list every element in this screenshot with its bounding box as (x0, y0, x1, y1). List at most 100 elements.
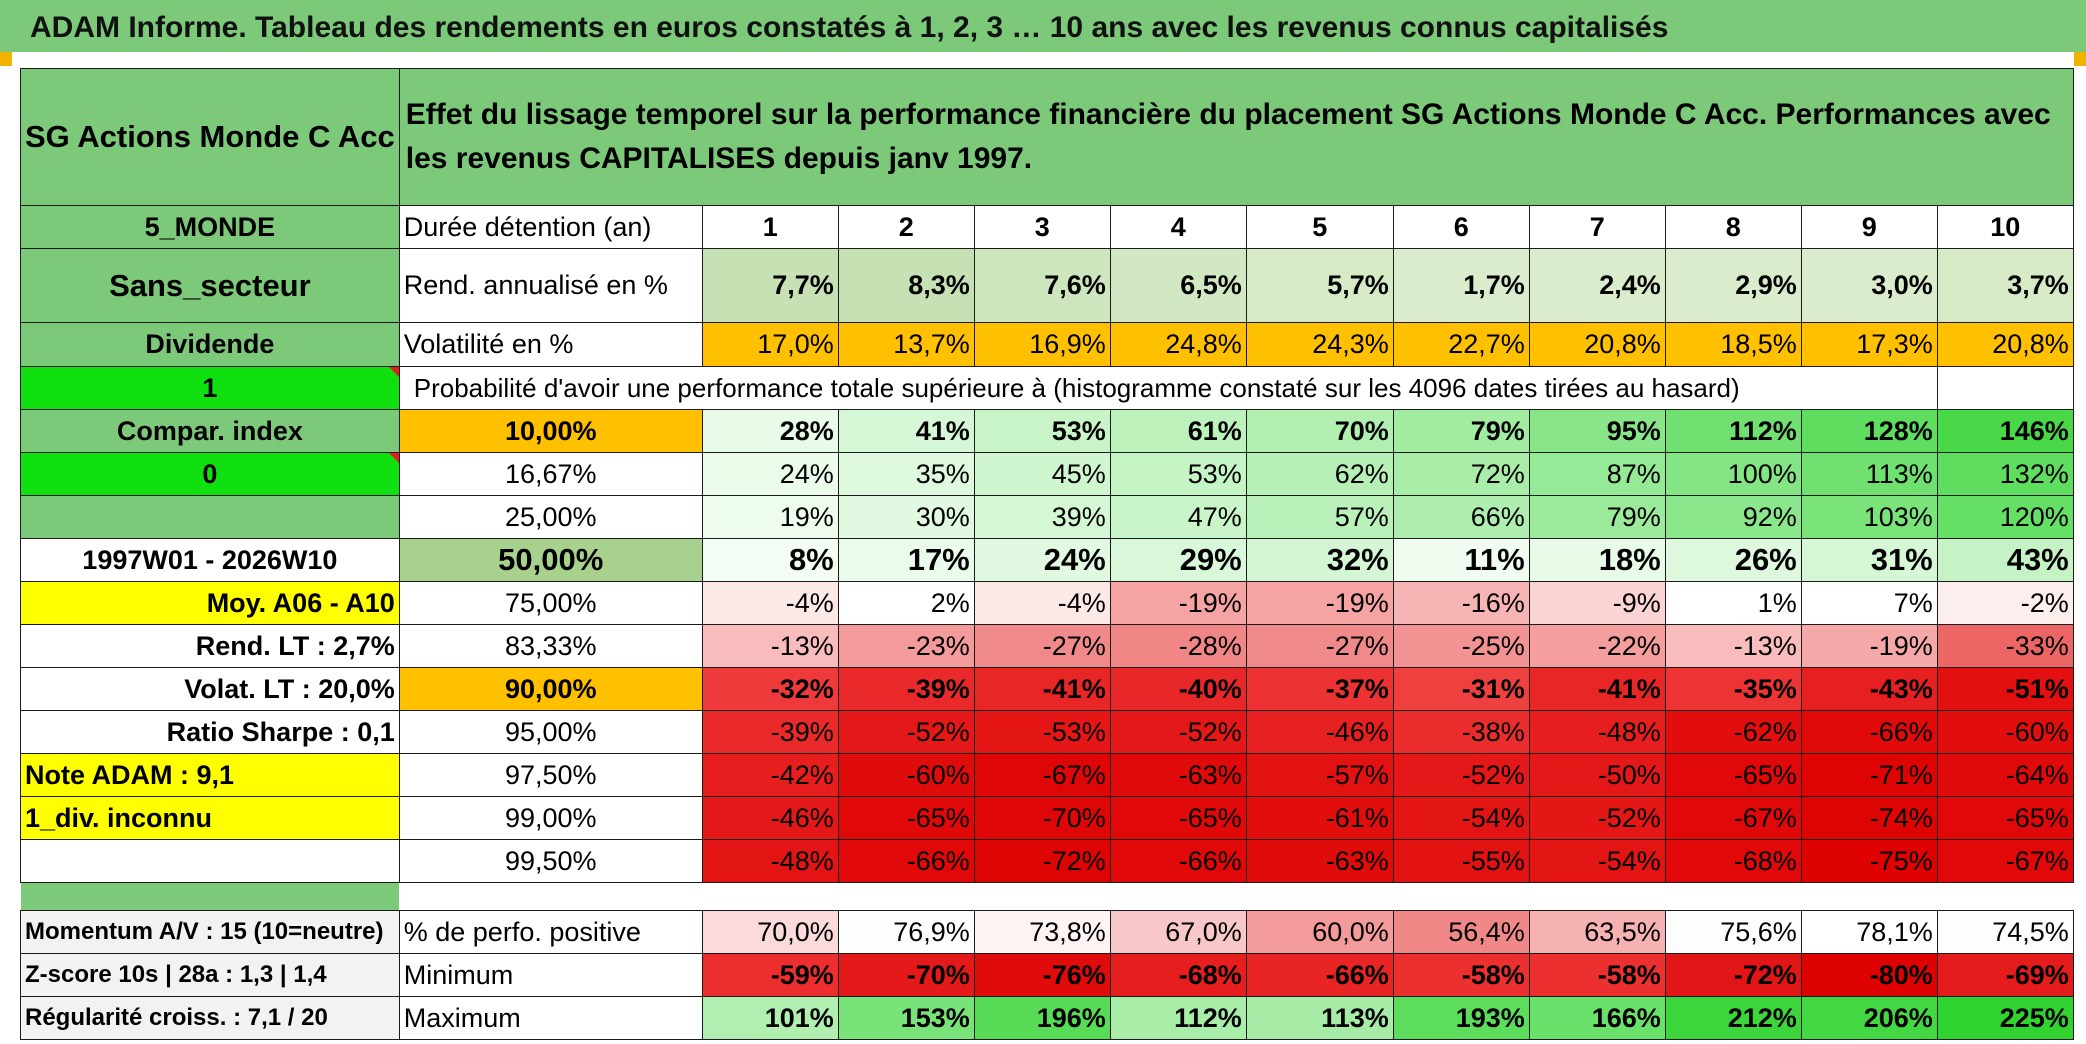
prob-value: -51% (1936, 667, 2074, 711)
threshold-label: 10,00% (398, 409, 703, 453)
sharpe-label: Ratio Sharpe : 0,1 (20, 710, 400, 754)
year-header: 3 (973, 205, 1111, 249)
empty-cell (1936, 366, 2074, 410)
prob-value: -41% (973, 667, 1111, 711)
rend-label: Rend. annualisé en % (398, 248, 703, 323)
prob-value: -52% (837, 710, 975, 754)
momentum-label: Momentum A/V : 15 (10=neutre) (20, 910, 400, 954)
rend-lt-label: Rend. LT : 2,7% (20, 624, 400, 668)
prob-value: -19% (1800, 624, 1938, 668)
prob-value: -27% (1245, 624, 1394, 668)
corner-marker-left (0, 52, 12, 66)
prob-value: -63% (1245, 839, 1394, 883)
report-title: ADAM Informe. Tableau des rendements en … (0, 0, 2086, 52)
prob-value: 7% (1800, 581, 1938, 625)
stat-value: 225% (1936, 996, 2074, 1040)
prob-value: -16% (1392, 581, 1530, 625)
year-header: 9 (1800, 205, 1938, 249)
minimum-label: Minimum (398, 953, 703, 997)
prob-value: -75% (1800, 839, 1938, 883)
rend-value: 3,0% (1800, 248, 1938, 323)
prob-value: -48% (701, 839, 839, 883)
prob-value: 35% (837, 452, 975, 496)
rend-value: 3,7% (1936, 248, 2074, 323)
prob-value: -48% (1528, 710, 1666, 754)
prob-value: 87% (1528, 452, 1666, 496)
prob-value: -37% (1245, 667, 1394, 711)
stat-value: 75,6% (1664, 910, 1802, 954)
stat-value: -76% (973, 953, 1111, 997)
note-adam-label: Note ADAM : 9,1 (20, 753, 400, 797)
prob-value: -33% (1936, 624, 2074, 668)
prob-value: -2% (1936, 581, 2074, 625)
threshold-label: 25,00% (398, 495, 703, 539)
vol-value: 13,7% (837, 322, 975, 367)
performance-table: SG Actions Monde C Acc Effet du lissage … (20, 68, 2074, 1040)
prob-value: 24% (973, 538, 1111, 582)
vol-value: 20,8% (1528, 322, 1666, 367)
stat-value: -80% (1800, 953, 1938, 997)
year-header: 5 (1245, 205, 1394, 249)
vol-label: Volatilité en % (398, 322, 703, 367)
zone-label: 5_MONDE (20, 205, 400, 249)
prob-value: 53% (1109, 452, 1247, 496)
prob-value: -4% (973, 581, 1111, 625)
stat-value: -59% (701, 953, 839, 997)
div-label: 1_div. inconnu (20, 796, 400, 840)
prob-value: -42% (701, 753, 839, 797)
prob-value: -68% (1664, 839, 1802, 883)
compar-label: Compar. index (20, 409, 400, 453)
prob-value: -53% (973, 710, 1111, 754)
prob-value: -46% (701, 796, 839, 840)
prob-value: 120% (1936, 495, 2074, 539)
prob-value: -52% (1528, 796, 1666, 840)
prob-value: -38% (1392, 710, 1530, 754)
stat-value: 70,0% (701, 910, 839, 954)
year-header: 7 (1528, 205, 1666, 249)
dividende-label: Dividende (20, 322, 400, 367)
prob-value: -25% (1392, 624, 1530, 668)
prob-value: 2% (837, 581, 975, 625)
stat-value: 67,0% (1109, 910, 1247, 954)
prob-value: -39% (837, 667, 975, 711)
prob-value: -43% (1800, 667, 1938, 711)
prob-value: -13% (701, 624, 839, 668)
prob-value: -72% (973, 839, 1111, 883)
stat-value: 73,8% (973, 910, 1111, 954)
vol-value: 22,7% (1392, 322, 1530, 367)
prob-value: -70% (973, 796, 1111, 840)
prob-value: 41% (837, 409, 975, 453)
prob-value: 132% (1936, 452, 2074, 496)
prob-value: 53% (973, 409, 1111, 453)
prob-value: -67% (1936, 839, 2074, 883)
prob-value: -32% (701, 667, 839, 711)
rend-value: 8,3% (837, 248, 975, 323)
prob-value: -62% (1664, 710, 1802, 754)
prob-value: -71% (1800, 753, 1938, 797)
year-header: 2 (837, 205, 975, 249)
stat-value: 112% (1109, 996, 1247, 1040)
stat-value: -70% (837, 953, 975, 997)
stat-value: 206% (1800, 996, 1938, 1040)
stat-value: 78,1% (1800, 910, 1938, 954)
prob-value: -27% (973, 624, 1111, 668)
prob-value: -64% (1936, 753, 2074, 797)
year-header: 10 (1936, 205, 2074, 249)
secteur-label: Sans_secteur (20, 248, 400, 323)
prob-value: -35% (1664, 667, 1802, 711)
prob-value: 100% (1664, 452, 1802, 496)
prob-value: -66% (837, 839, 975, 883)
prob-value: -19% (1245, 581, 1394, 625)
prob-value: -39% (701, 710, 839, 754)
stat-value: 63,5% (1528, 910, 1666, 954)
prob-value: 66% (1392, 495, 1530, 539)
stat-value: 166% (1528, 996, 1666, 1040)
vol-value: 24,3% (1245, 322, 1394, 367)
threshold-label: 99,50% (398, 839, 703, 883)
prob-value: -66% (1800, 710, 1938, 754)
prob-value: 47% (1109, 495, 1247, 539)
prob-value: -31% (1392, 667, 1530, 711)
prob-value: 45% (973, 452, 1111, 496)
prob-value: -4% (701, 581, 839, 625)
year-header: 1 (701, 205, 839, 249)
